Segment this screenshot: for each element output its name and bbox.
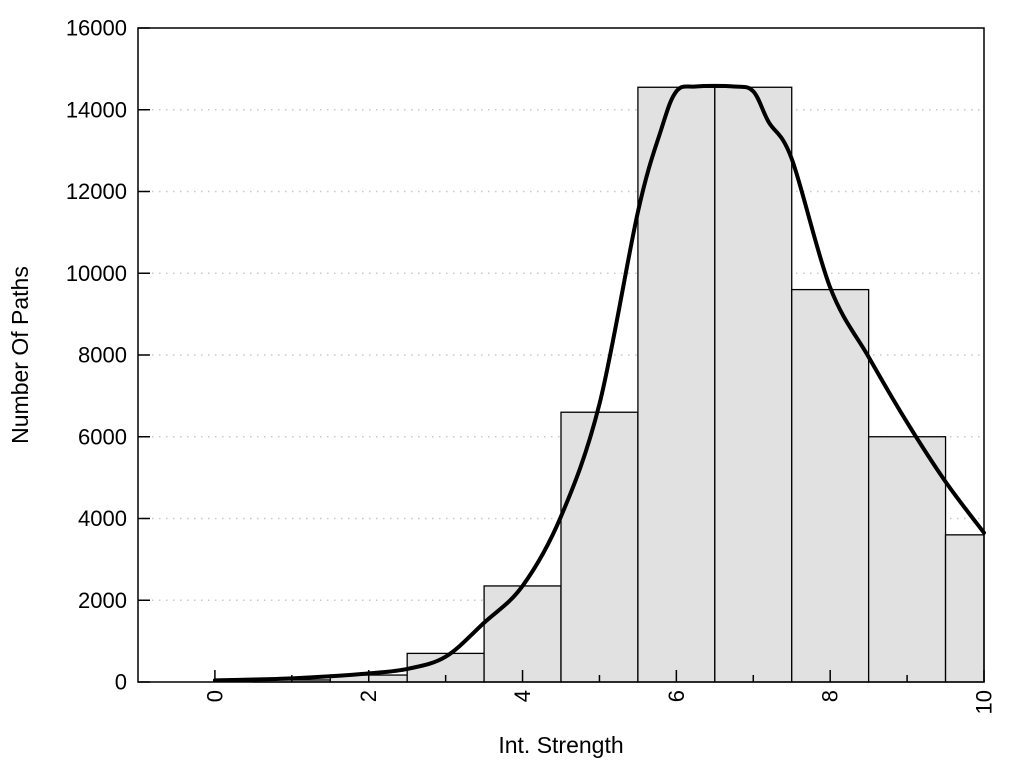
y-tick-label: 10000	[66, 261, 127, 286]
y-tick-label: 0	[115, 670, 127, 695]
y-tick-label: 6000	[78, 424, 127, 449]
axis-ticks	[138, 27, 985, 683]
gridlines	[138, 109, 984, 601]
y-tick-label: 14000	[66, 97, 127, 122]
histogram-bar	[560, 411, 639, 683]
x-tick-label: 8	[818, 690, 843, 702]
x-tick-label: 6	[664, 690, 689, 702]
histogram-bar	[637, 86, 716, 683]
axis-tick-labels: 0 2 4 6 8 10 0 2000 4000 6000 8000 10000 12000 14000 1…	[66, 16, 997, 715]
y-axis-label: Number Of Paths	[7, 266, 33, 444]
x-axis-label: Int. Strength	[498, 732, 623, 758]
y-tick-label: 12000	[66, 179, 127, 204]
x-tick-label: 4	[510, 690, 535, 702]
fit-curve-group	[212, 83, 986, 683]
y-tick-label: 4000	[78, 506, 127, 531]
histogram-bar	[483, 585, 562, 683]
y-tick-label: 2000	[78, 588, 127, 613]
histogram-bar	[944, 534, 985, 683]
x-tick-label: 10	[972, 690, 997, 714]
x-tick-label: 0	[202, 690, 227, 702]
x-tick-label: 2	[356, 690, 381, 702]
y-tick-label: 16000	[66, 16, 127, 41]
histogram-bar	[791, 288, 870, 683]
histogram-bars	[252, 86, 985, 683]
fit-curve	[212, 83, 986, 683]
histogram-bar	[867, 436, 947, 683]
y-tick-label: 8000	[78, 343, 127, 368]
histogram-bar	[714, 86, 793, 683]
